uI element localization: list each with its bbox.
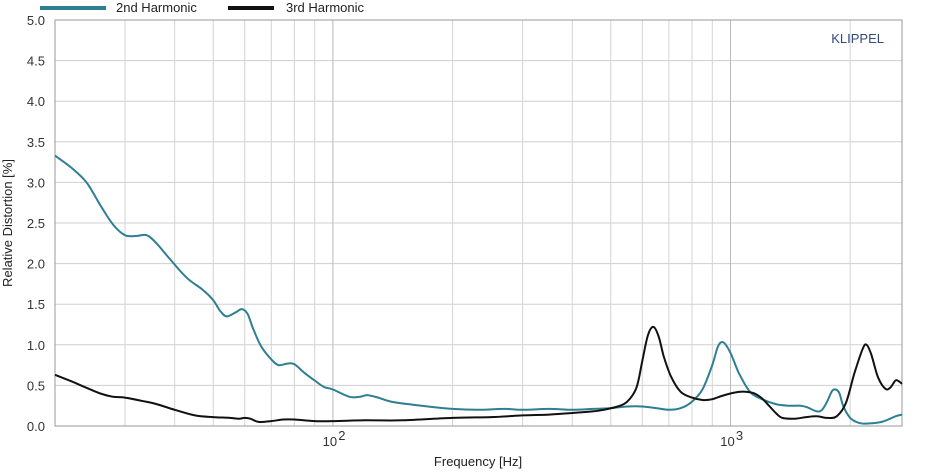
y-tick-label: 4.5: [27, 54, 45, 69]
x-tick-label: 10: [720, 434, 734, 449]
legend-label-3rd-harmonic: 3rd Harmonic: [286, 0, 365, 15]
x-tick-label: 10: [323, 434, 337, 449]
x-tick-label-exponent: 3: [736, 428, 743, 443]
y-tick-labels: 0.0 0.5 1.0 1.5 2.0 2.5 3.0 3.5 4.0 4.5 5.0: [27, 13, 45, 434]
y-tick-label: 1.0: [27, 338, 45, 353]
y-tick-label: 5.0: [27, 13, 45, 28]
y-tick-label: 4.0: [27, 94, 45, 109]
legend: 2nd Harmonic 3rd Harmonic: [40, 0, 365, 15]
series-layer: [54, 154, 903, 425]
x-axis-title: Frequency [Hz]: [434, 454, 522, 469]
plot-frame: [54, 19, 903, 427]
klippel-brand-label: KLIPPEL: [831, 31, 884, 46]
y-tick-label: 3.5: [27, 135, 45, 150]
y-tick-label: 0.0: [27, 419, 45, 434]
series-line-3rd-harmonic: [54, 325, 903, 423]
y-tick-label: 2.0: [27, 257, 45, 272]
y-tick-label: 0.5: [27, 378, 45, 393]
x-tick-label-exponent: 2: [338, 428, 345, 443]
series-line-2nd-harmonic: [54, 154, 903, 425]
y-tick-label: 1.5: [27, 297, 45, 312]
x-tick-labels: 10 2 10 3: [323, 428, 743, 449]
y-tick-label: 3.0: [27, 175, 45, 190]
y-axis-title: Relative Distortion [%]: [0, 159, 15, 287]
legend-label-2nd-harmonic: 2nd Harmonic: [116, 0, 197, 15]
y-tick-label: 2.5: [27, 216, 45, 231]
